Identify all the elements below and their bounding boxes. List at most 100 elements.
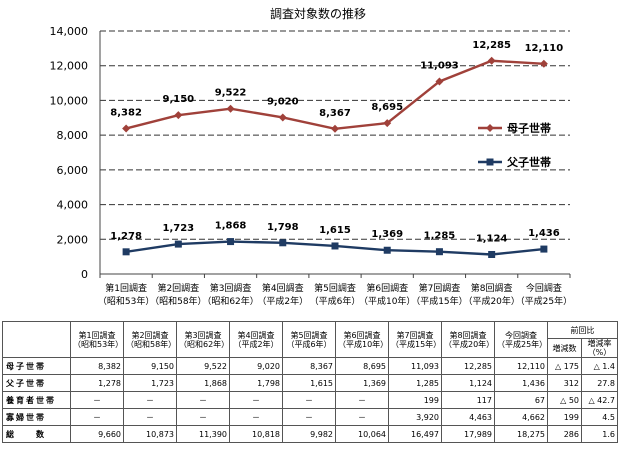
header-line: （平成20年） xyxy=(444,339,495,349)
data-label: 9,020 xyxy=(267,96,299,107)
table-cell: 1,723 xyxy=(123,374,177,392)
x-tick-label: 第3回調査 xyxy=(210,282,252,294)
table-cell: 18,275 xyxy=(494,425,548,443)
data-point xyxy=(122,248,130,256)
table-cell: － xyxy=(70,408,124,426)
comparison-col-header: 増減率 （%） xyxy=(581,338,618,358)
y-tick-label: 8,000 xyxy=(57,129,89,142)
table-cell: 117 xyxy=(441,391,495,409)
table-cell: － xyxy=(282,391,336,409)
x-tick-sublabel: （昭和62年） xyxy=(202,295,258,307)
data-label: 1,868 xyxy=(215,221,247,232)
x-tick-label: 第8回調査 xyxy=(471,282,513,294)
table-cell: 10,818 xyxy=(229,425,283,443)
data-label: 9,150 xyxy=(163,94,195,105)
data-label: 1,285 xyxy=(424,231,456,242)
column-header: 第7回調査 （平成15年） xyxy=(388,321,442,358)
y-axis-ticks: 0 2,000 4,000 6,000 8,000 10,000 12,000 14,000 xyxy=(50,25,89,281)
header-line: 第3回調査 xyxy=(184,330,222,340)
rate-cell: 27.8 xyxy=(581,374,618,392)
header-row: 第1回調査 （昭和53年） 第2回調査 （昭和58年） 第3回調査 （昭和62年） 第4回調… xyxy=(2,321,618,358)
legend-label: 母子世帯 xyxy=(507,121,551,135)
header-line: 増減率 xyxy=(587,339,612,348)
table-cell: － xyxy=(123,391,177,409)
table-cell: 10,064 xyxy=(335,425,389,443)
table-cell: 1,285 xyxy=(388,374,442,392)
x-tick-sublabel: （昭和53年） xyxy=(98,295,154,307)
x-tick-label: 第4回調査 xyxy=(262,282,304,294)
x-tick-sublabel: （昭和58年） xyxy=(150,295,206,307)
change-cell: 312 xyxy=(547,374,582,392)
x-tick-label: 今回調査 xyxy=(526,282,562,294)
legend-label: 父子世帯 xyxy=(506,155,551,169)
table-cell: 199 xyxy=(388,391,442,409)
data-label: 8,695 xyxy=(371,102,403,113)
change-cell: △ 175 xyxy=(547,357,582,375)
table-row: 父子世帯 1,278 1,723 1,868 1,798 1,615 1,369 1,285 1… xyxy=(2,374,618,392)
column-header: 第5回調査 （平成6年） xyxy=(282,321,336,358)
column-header: 第2回調査 （昭和58年） xyxy=(123,321,177,358)
rate-cell: △ 1.4 xyxy=(581,357,618,375)
table-cell: － xyxy=(70,391,124,409)
table-cell: 1,278 xyxy=(70,374,124,392)
header-line: 第8回調査 xyxy=(449,330,487,340)
data-point xyxy=(331,242,339,250)
header-line: （昭和62年） xyxy=(179,339,230,349)
data-point xyxy=(227,238,235,246)
table-cell: 10,873 xyxy=(123,425,177,443)
column-header: 第4回調査 （平成2年） xyxy=(229,321,283,358)
summary-table-header: 第1回調査 （昭和53年） 第2回調査 （昭和58年） 第3回調査 （昭和62年） 第4回調… xyxy=(2,321,618,358)
data-label: 12,285 xyxy=(472,40,511,51)
table-cell: － xyxy=(229,408,283,426)
table-cell: 9,020 xyxy=(229,357,283,375)
change-cell: 199 xyxy=(547,408,582,426)
header-line: （平成2年） xyxy=(233,339,279,349)
data-point xyxy=(174,111,183,120)
x-tick-sublabel: （平成15年） xyxy=(411,295,467,307)
row-label: 寡婦世帯 xyxy=(2,408,71,426)
rate-cell: △ 42.7 xyxy=(581,391,618,409)
data-point xyxy=(226,104,235,113)
table-cell: － xyxy=(176,391,230,409)
y-tick-label: 12,000 xyxy=(50,60,89,73)
data-point xyxy=(435,77,444,86)
x-tick-label: 第2回調査 xyxy=(157,282,199,294)
data-point xyxy=(488,250,496,258)
table-cell: 1,436 xyxy=(494,374,548,392)
table-cell: 9,522 xyxy=(176,357,230,375)
data-label: 1,278 xyxy=(110,231,142,242)
data-point xyxy=(487,56,496,65)
header-line: （平成15年） xyxy=(391,339,442,349)
header-line: （平成10年） xyxy=(338,339,389,349)
data-label: 1,798 xyxy=(267,222,299,233)
header-line: （平成6年） xyxy=(286,339,332,349)
header-line: 今回調査 xyxy=(505,330,537,340)
table-row: 寡婦世帯－－－－－－ 3,920 4,463 4,662 199 4.5 xyxy=(2,408,618,426)
y-tick-label: 6,000 xyxy=(57,164,89,177)
table-corner xyxy=(2,321,71,358)
table-cell: 1,868 xyxy=(176,374,230,392)
data-point xyxy=(122,124,131,133)
table-cell: 1,369 xyxy=(335,374,389,392)
data-label: 11,093 xyxy=(420,60,459,71)
header-line: 第5回調査 xyxy=(290,330,328,340)
table-cell: 12,285 xyxy=(441,357,495,375)
data-point xyxy=(435,248,443,256)
data-label: 1,124 xyxy=(476,233,508,244)
legend-marker xyxy=(486,124,494,132)
table-cell: － xyxy=(176,408,230,426)
data-label: 1,369 xyxy=(371,229,403,240)
legend-item: 父子世帯 xyxy=(478,155,551,169)
table-cell: － xyxy=(123,408,177,426)
gridlines xyxy=(100,30,570,240)
x-tick-label: 第5回調査 xyxy=(314,282,356,294)
table-cell: 17,989 xyxy=(441,425,495,443)
table-cell: 4,463 xyxy=(441,408,495,426)
header-line: （%） xyxy=(587,348,612,357)
row-label: 養育者世帯 xyxy=(2,391,71,409)
row-label: 総 数 xyxy=(2,425,71,443)
table-row: 総 数 9,660 10,873 11,390 10,818 9,982 10,064 16,… xyxy=(2,425,618,443)
x-axis-ticks: 第1回調査（昭和53年）第2回調査（昭和58年） 第3回調査（昭和62年） 第4回調… xyxy=(98,274,572,307)
table-cell: 3,920 xyxy=(388,408,442,426)
